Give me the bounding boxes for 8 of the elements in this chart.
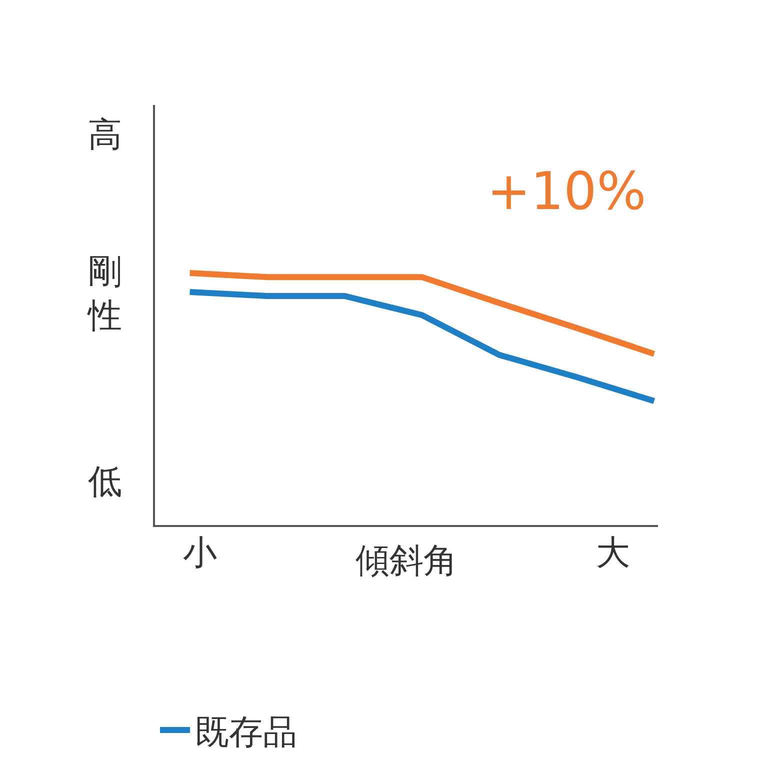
- legend-label: 既存品: [195, 712, 297, 752]
- text: 大: [596, 533, 630, 573]
- text: +10%: [487, 162, 646, 222]
- text: 低: [88, 462, 122, 502]
- x-axis-title: 傾斜角: [356, 541, 458, 582]
- text: 小: [183, 533, 217, 573]
- text: 高: [88, 115, 122, 155]
- y-axis-title: 剛性: [87, 252, 122, 336]
